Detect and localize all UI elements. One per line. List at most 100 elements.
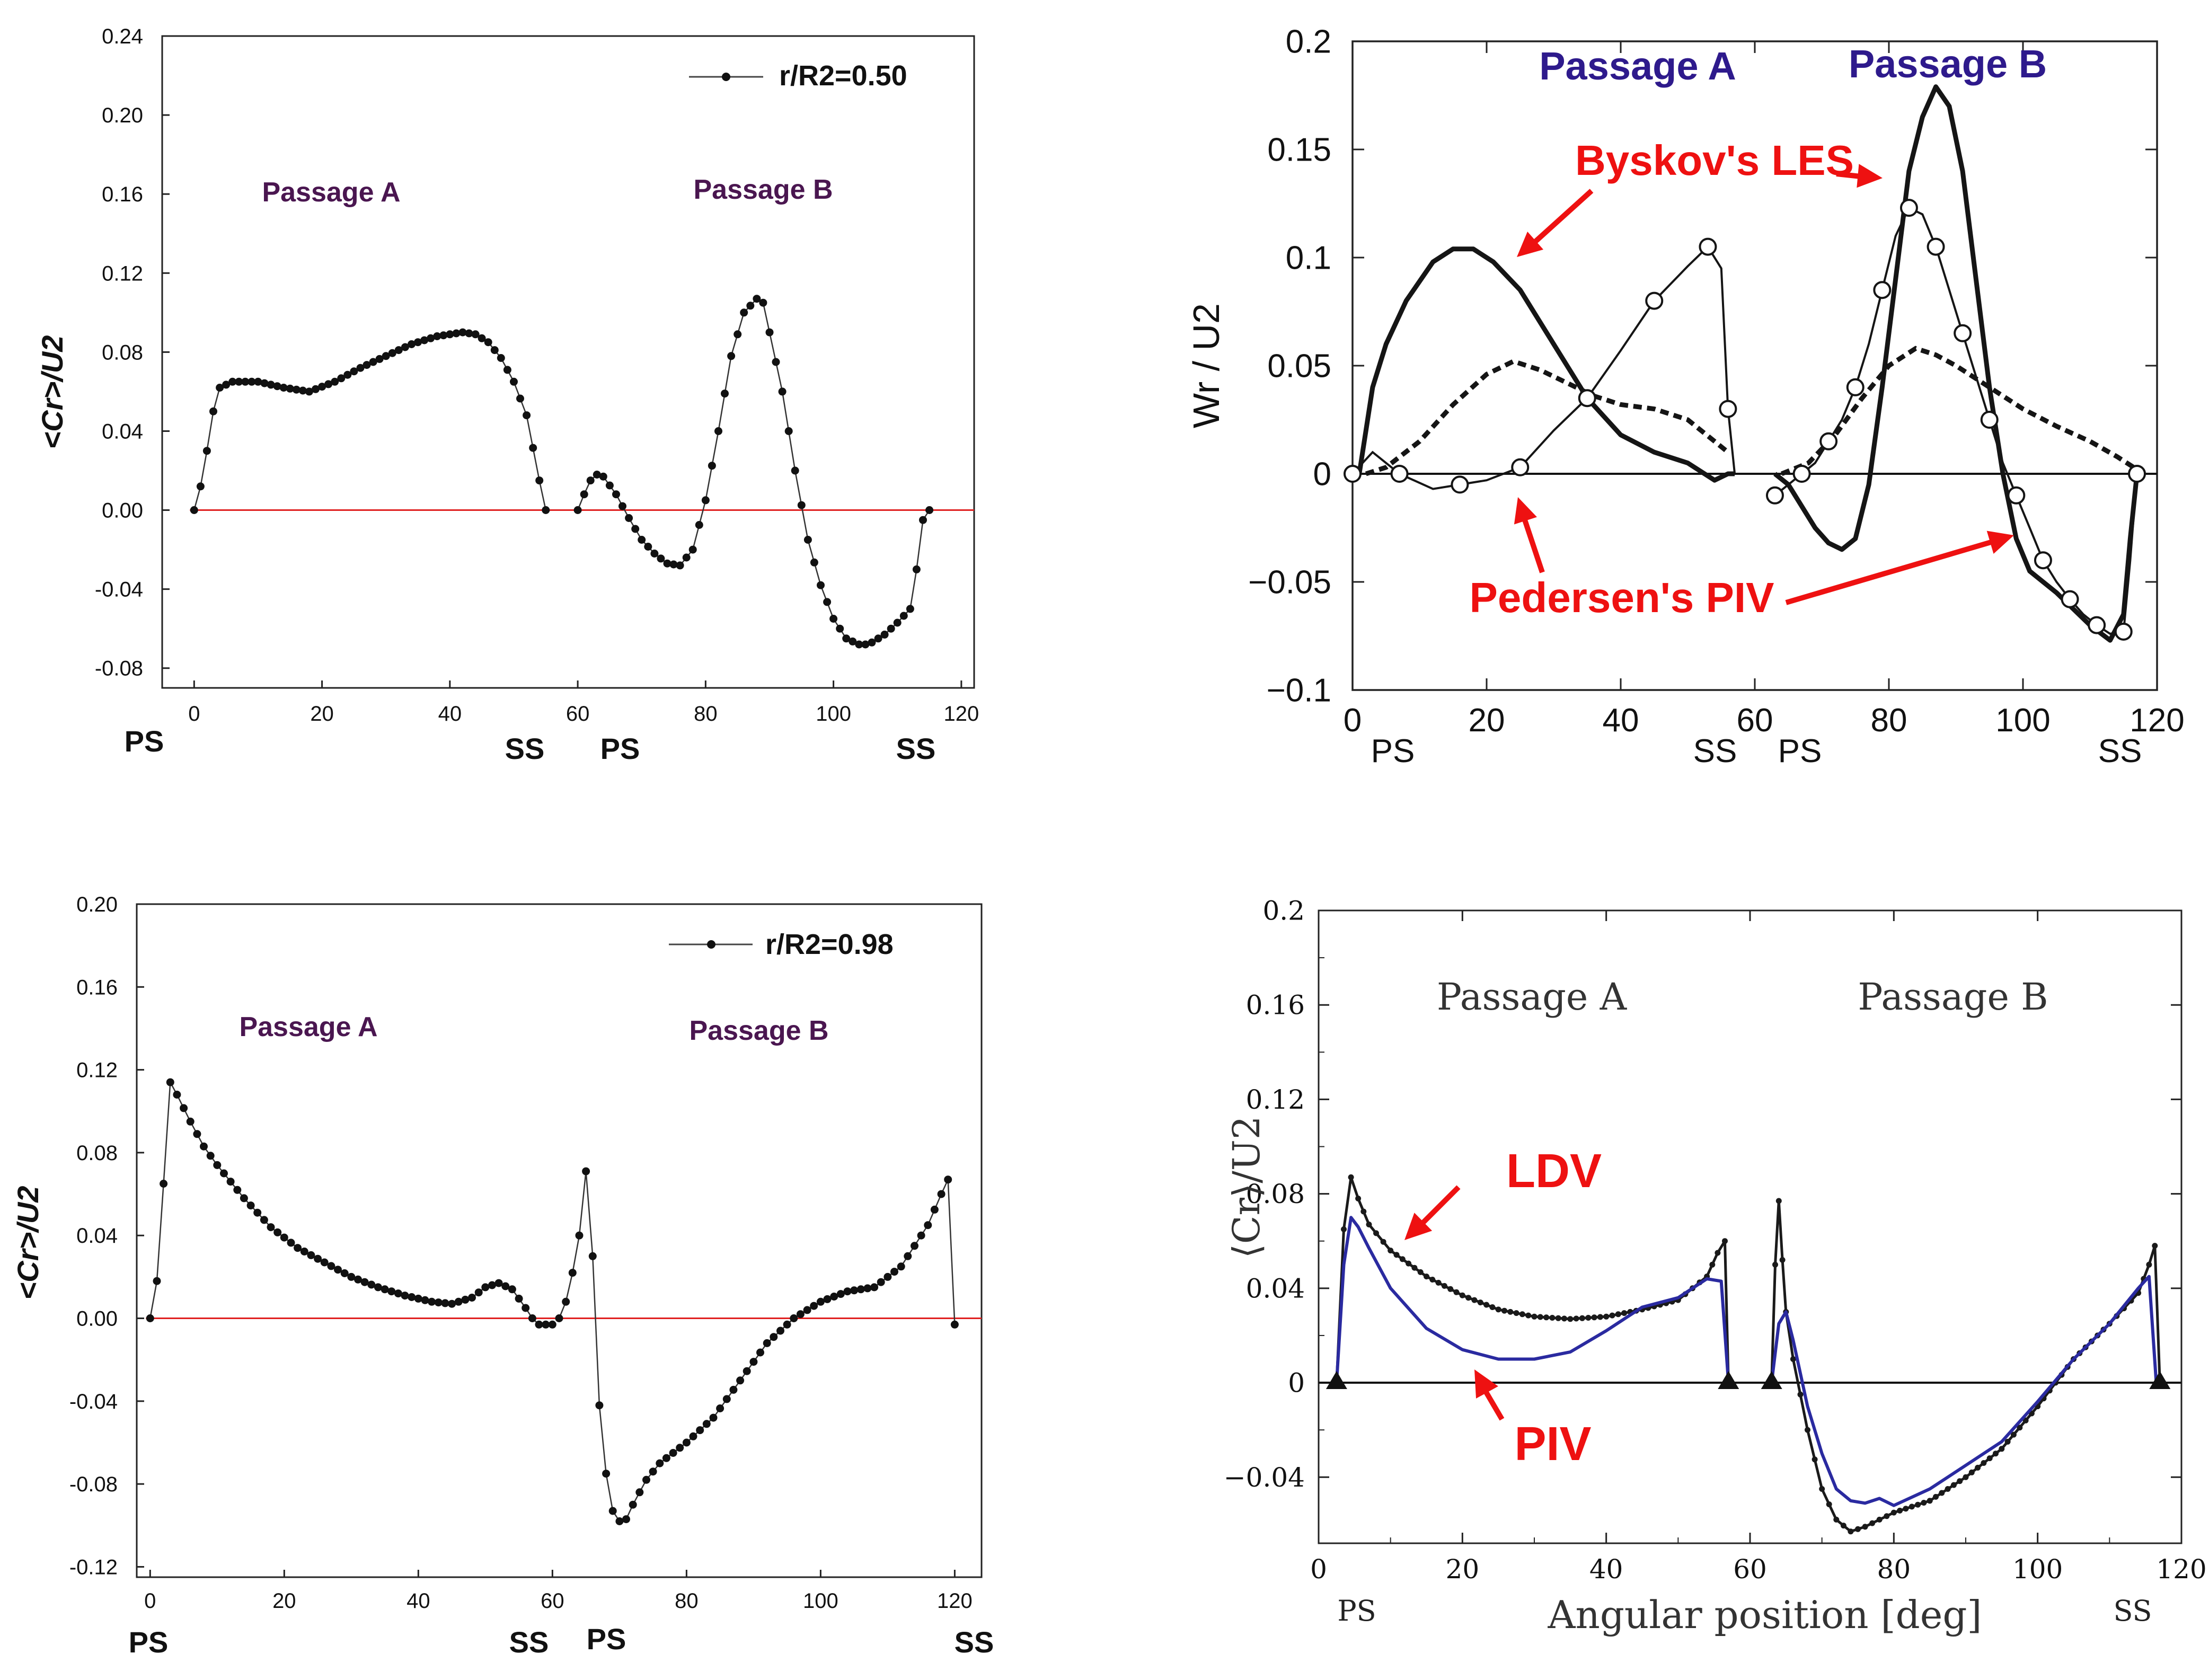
- ldv-point: [1360, 1208, 1367, 1215]
- ldv-point: [1435, 1279, 1442, 1286]
- data-point: [842, 634, 851, 643]
- ldv-point: [1489, 1304, 1496, 1310]
- data-point: [153, 1277, 161, 1285]
- y-tick-label: 0.20: [102, 104, 143, 127]
- data-point: [682, 553, 691, 562]
- piv-marker: [1451, 475, 1469, 494]
- data-point: [408, 340, 416, 348]
- ldv-point: [1567, 1316, 1574, 1322]
- passage-a-label: Passage A: [1539, 44, 1736, 88]
- ldv-point: [1999, 1446, 2005, 1452]
- data-point: [360, 1278, 369, 1286]
- data-point: [508, 1285, 516, 1294]
- data-point: [937, 1190, 946, 1198]
- data-point: [868, 638, 876, 647]
- data-point: [535, 1320, 543, 1329]
- data-point: [434, 1298, 443, 1307]
- y-tick-label: 0.08: [76, 1142, 118, 1165]
- data-point: [870, 1283, 879, 1292]
- passage-a-label: Passage A: [1437, 975, 1628, 1019]
- data-point: [522, 1304, 530, 1312]
- data-point: [856, 1285, 865, 1294]
- x-tick-label: 20: [1469, 702, 1505, 739]
- ldv-point: [1591, 1314, 1597, 1321]
- data-point: [772, 358, 780, 366]
- y-tick-label: 0.12: [102, 262, 143, 285]
- piv-marker: [1578, 389, 1596, 408]
- y-tick-label: -0.04: [69, 1390, 118, 1413]
- line-piv-a: [1335, 1216, 1730, 1383]
- ldv-point: [1597, 1314, 1603, 1320]
- data-point: [347, 1272, 356, 1281]
- data-point: [701, 496, 710, 505]
- data-point: [622, 1515, 630, 1524]
- data-point: [209, 407, 217, 415]
- x-tick-label: 60: [1733, 1554, 1767, 1585]
- data-point: [615, 1517, 624, 1525]
- x-tick-label: 20: [310, 702, 334, 726]
- x-tick-label: 100: [2012, 1554, 2063, 1585]
- data-point: [593, 471, 601, 479]
- ldv-point: [1355, 1196, 1362, 1201]
- ldv-point: [1921, 1500, 1927, 1506]
- data-point: [394, 346, 403, 355]
- piv-marker: [1699, 237, 1717, 256]
- data-point: [542, 506, 550, 514]
- surface-label: SS: [896, 732, 936, 765]
- data-point: [401, 1292, 409, 1300]
- data-point: [765, 328, 774, 337]
- data-point: [254, 377, 262, 386]
- y-tick-label: -0.08: [69, 1473, 118, 1496]
- y-tick-label: 0.16: [76, 976, 118, 999]
- data-point: [796, 1310, 805, 1319]
- data-point: [542, 1320, 550, 1329]
- data-point: [260, 1216, 268, 1224]
- data-point: [874, 634, 882, 643]
- data-point: [631, 525, 640, 533]
- data-point: [260, 379, 269, 387]
- data-point: [669, 1449, 677, 1457]
- x-axis-label: Angular position [deg]: [1547, 1593, 1982, 1637]
- ldv-point: [1826, 1501, 1832, 1507]
- data-line-passage-b: [558, 1171, 956, 1522]
- data-point: [575, 1231, 584, 1240]
- y-tick-label: −0.1: [1267, 673, 1331, 709]
- surface-label: SS: [2113, 1594, 2152, 1628]
- data-point: [414, 338, 422, 347]
- ldv-point: [2146, 1261, 2152, 1268]
- surface-label: PS: [1778, 733, 1822, 770]
- data-point: [300, 1248, 308, 1255]
- data-point: [286, 384, 294, 393]
- piv-marker: [1511, 458, 1530, 476]
- surface-label: SS: [2098, 733, 2142, 770]
- ldv-point: [1459, 1292, 1465, 1298]
- piv-marker: [1980, 411, 1999, 429]
- piv-line-piv-b: [1774, 206, 2139, 635]
- data-point: [501, 1282, 510, 1290]
- data-point: [222, 381, 231, 389]
- data-point: [663, 559, 671, 568]
- wall-marker: [1326, 1371, 1347, 1390]
- y-tick-label: 0.2: [1286, 24, 1331, 60]
- data-point: [273, 382, 281, 391]
- y-axis-label: Wr / U2: [1186, 303, 1227, 428]
- chart-top-left: -0.08 -0.04 0.00 0.04 0.08 0.12 0.16 0.20 0.24 0 2…: [36, 25, 979, 765]
- data-point: [783, 1320, 791, 1329]
- y-tick-label: 0.04: [102, 420, 143, 443]
- piv-marker: [2128, 465, 2146, 483]
- data-point: [343, 370, 352, 379]
- ldv-point: [1537, 1314, 1543, 1320]
- ldv-point: [1957, 1478, 1963, 1484]
- piv-marker: [1819, 432, 1838, 450]
- data-point: [503, 366, 511, 374]
- chart-bottom-right: −0.04 0 0.04 0.08 0.12 0.16 0.2 0 20 40 60 80 100 120…: [1224, 896, 2207, 1638]
- ldv-point: [1848, 1528, 1854, 1535]
- data-point: [421, 1296, 429, 1304]
- surface-label: PS: [125, 724, 164, 758]
- data-point: [599, 472, 607, 481]
- arrow-piv-head: [1474, 1369, 1498, 1399]
- data-point: [382, 352, 390, 360]
- data-point: [146, 1314, 154, 1322]
- data-point: [736, 1376, 745, 1385]
